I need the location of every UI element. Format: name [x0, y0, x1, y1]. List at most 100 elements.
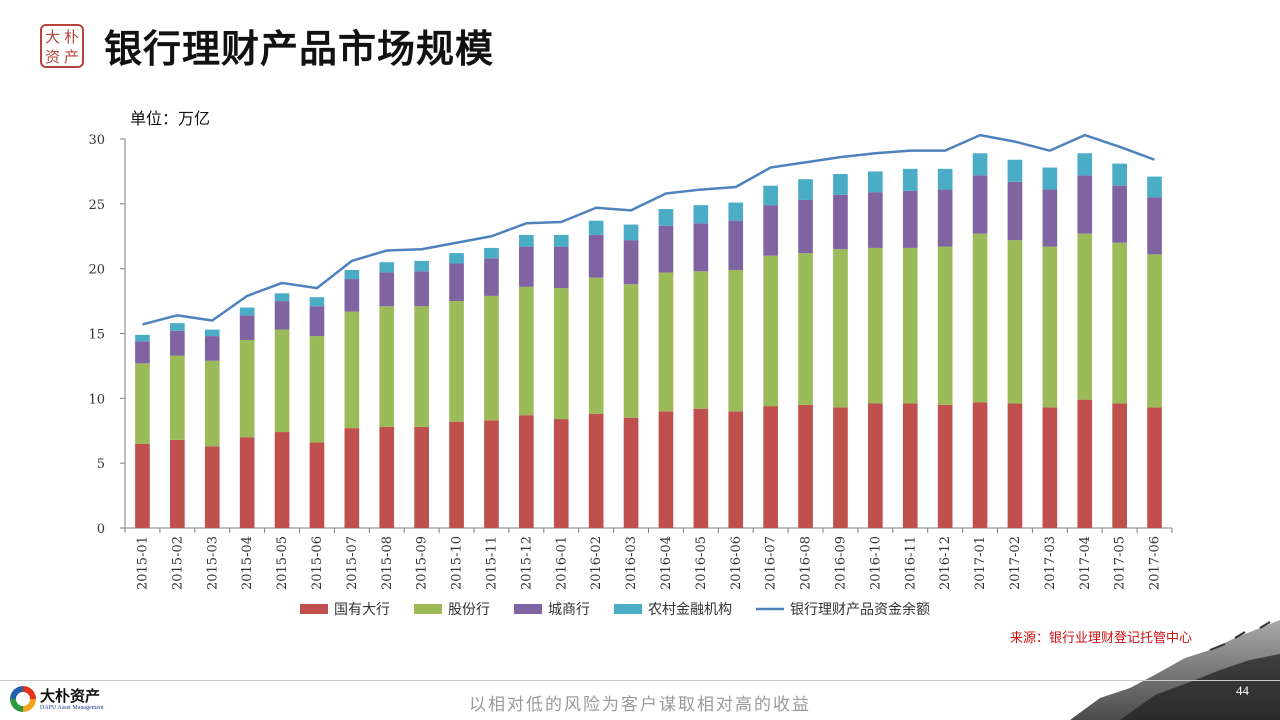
bar-segment: [274, 329, 290, 433]
bar-segment: [519, 415, 534, 528]
chart-unit-label: 单位：万亿: [130, 109, 210, 128]
x-tick-label: 2015-08: [380, 536, 395, 590]
legend-swatch: [614, 604, 642, 614]
x-tick-label: 2016-12: [938, 536, 953, 590]
bar-segment: [728, 202, 744, 221]
x-tick-label: 2016-07: [764, 536, 779, 590]
bar-segment: [658, 225, 674, 273]
bar-segment: [1077, 153, 1093, 176]
bar-segment: [763, 185, 778, 206]
bar-segment: [379, 426, 395, 528]
bar-segment: [239, 437, 255, 528]
y-tick-label: 0: [97, 522, 105, 537]
bar-segment: [798, 253, 813, 405]
bar-segment: [833, 174, 848, 195]
bar-segment: [763, 406, 778, 528]
bar-segment: [1042, 189, 1058, 247]
bar-segment: [204, 446, 220, 528]
bar-segment: [728, 411, 744, 528]
bar-segment: [658, 272, 674, 412]
x-tick-label: 2017-01: [973, 536, 988, 590]
y-tick-label: 30: [88, 133, 105, 148]
bar-segment: [519, 246, 534, 287]
x-tick-label: 2017-06: [1148, 536, 1163, 590]
bar-segment: [1147, 176, 1162, 198]
bar-segment: [868, 171, 883, 193]
bar-segment: [868, 192, 883, 248]
x-tick-label: 2015-09: [415, 536, 430, 590]
legend-swatch: [300, 604, 328, 614]
total-balance-line: [142, 133, 1155, 326]
bar-segment: [414, 271, 429, 307]
bar-segment: [1042, 167, 1058, 190]
bar-segment: [344, 269, 360, 280]
x-tick-label: 2015-05: [275, 536, 290, 590]
bar-segment: [309, 297, 325, 307]
bar-segment: [135, 443, 150, 528]
x-tick-label: 2015-01: [135, 536, 150, 590]
legend-label: 农村金融机构: [648, 602, 732, 618]
bar-segment: [693, 205, 709, 224]
x-tick-label: 2016-06: [729, 536, 744, 590]
bar-segment: [763, 205, 778, 256]
bar-segment: [902, 190, 918, 248]
bar-segment: [1007, 403, 1023, 528]
bar-segment: [937, 246, 953, 405]
bar-segment: [449, 253, 464, 264]
bar-segment: [239, 315, 255, 340]
bar-segment: [1007, 181, 1023, 241]
bar-segment: [274, 432, 290, 528]
bar-segment: [519, 286, 534, 416]
bar-segment: [658, 209, 674, 226]
bar-segment: [1147, 407, 1162, 528]
x-tick-label: 2017-05: [1113, 536, 1128, 590]
bar-segment: [902, 168, 918, 191]
legend-label: 城商行: [548, 602, 590, 618]
bar-segment: [484, 420, 499, 528]
x-tick-label: 2016-02: [589, 536, 604, 590]
x-tick-label: 2017-03: [1043, 536, 1058, 590]
bar-segment: [658, 411, 674, 528]
bar-segment: [1112, 163, 1127, 186]
bar-segment: [553, 234, 569, 247]
bar-segment: [344, 279, 360, 312]
bar-segment: [379, 272, 395, 307]
x-tick-label: 2015-07: [345, 536, 360, 590]
bar-segment: [693, 223, 709, 272]
bar-segment: [588, 234, 604, 278]
bar-segment: [693, 408, 709, 528]
y-tick-label: 15: [88, 328, 105, 343]
bar-segment: [833, 407, 848, 528]
bar-segment: [344, 311, 360, 429]
bar-segment: [414, 260, 429, 272]
x-tick-label: 2016-03: [624, 536, 639, 590]
bar-segment: [204, 360, 220, 447]
seal-char: 产: [63, 48, 79, 66]
footer-slogan: 以相对低的风险为客户谋取相对高的收益: [469, 695, 811, 715]
bar-segment: [274, 293, 290, 302]
bar-segment: [1112, 185, 1127, 243]
ink-landscape-decoration: [1070, 620, 1280, 720]
bar-segment: [204, 336, 220, 361]
bar-segment: [379, 262, 395, 273]
bar-segment: [553, 288, 569, 420]
bar-segment: [798, 404, 813, 528]
bar-segment: [449, 421, 464, 528]
bar-segment: [553, 246, 569, 289]
bar-segment: [588, 220, 604, 235]
x-tick-label: 2016-08: [799, 536, 814, 590]
bar-segment: [170, 323, 185, 331]
bar-segment: [309, 442, 325, 528]
x-tick-label: 2017-04: [1078, 536, 1093, 590]
legend-swatch: [514, 604, 542, 614]
bar-segment: [623, 224, 639, 241]
bar-segment: [1077, 175, 1093, 234]
bar-segment: [623, 417, 639, 528]
logo-mark-icon: [10, 686, 36, 712]
bar-segment: [868, 403, 883, 528]
bar-segment: [798, 179, 813, 200]
bar-segment: [135, 334, 150, 342]
bar-segment: [553, 419, 569, 528]
bar-segment: [623, 284, 639, 418]
